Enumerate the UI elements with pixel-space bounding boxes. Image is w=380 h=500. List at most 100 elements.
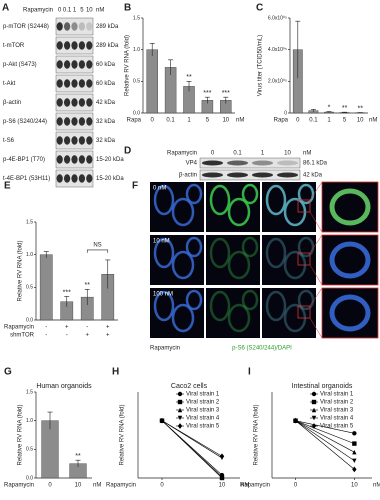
chart-title: Human organoids xyxy=(36,383,92,390)
dose-label: 100 nM xyxy=(153,292,173,298)
blot-band xyxy=(252,172,273,178)
y-tick-label: 0.0 xyxy=(26,475,33,481)
blot-band xyxy=(56,155,63,164)
x-tick-label: 10 xyxy=(219,483,226,489)
x-tick-label: 0 xyxy=(294,483,298,489)
blot-row-label: t-4E-BP1 (53H11) xyxy=(3,176,50,182)
organoid xyxy=(209,290,231,322)
blot-band xyxy=(63,22,71,31)
blot-band xyxy=(56,117,63,126)
legend-label: Viral strain 3 xyxy=(186,408,220,414)
blot-band xyxy=(71,117,78,126)
x-tick-label: 1 xyxy=(327,118,331,124)
y-axis-label: Relative RV RNA (fold) xyxy=(18,241,24,302)
y-tick-label: 0.5 xyxy=(26,447,33,453)
y-tick-label: 2.0x10⁰⁵ xyxy=(268,79,287,85)
organoid xyxy=(185,236,203,258)
blot-band xyxy=(71,98,78,107)
blot-band xyxy=(71,155,78,164)
error-bar xyxy=(310,109,316,112)
organoid xyxy=(153,237,175,269)
legend-label: Viral strain 5 xyxy=(320,424,354,430)
condition-mark: - xyxy=(66,333,68,339)
zoom-organoid xyxy=(329,241,371,279)
panel-letter: E xyxy=(4,181,11,192)
x-axis-label: Rapa xyxy=(274,118,289,124)
marker xyxy=(177,399,183,405)
dose-label: 10 nM xyxy=(153,239,170,245)
chart-title: Intestinal organoids xyxy=(292,383,353,390)
blot-band xyxy=(71,41,78,50)
blot-size-label: 32 kDa xyxy=(96,138,116,144)
micrograph xyxy=(262,288,316,338)
marker xyxy=(177,423,183,429)
x-unit: nM xyxy=(373,483,380,489)
organoid xyxy=(265,237,287,269)
blot-strip xyxy=(199,157,301,169)
error-bar xyxy=(84,288,90,305)
significance: *** xyxy=(222,90,230,97)
chart-title: Caco2 cells xyxy=(171,383,208,390)
blot-band xyxy=(63,117,71,126)
organoid xyxy=(241,236,259,258)
organoid xyxy=(185,289,203,311)
zoom-organoid xyxy=(329,188,371,226)
y-tick-label: 0 xyxy=(284,110,287,116)
legend-label: Viral strain 4 xyxy=(320,416,354,422)
y-tick-label: 6.0x10⁰⁵ xyxy=(268,15,287,21)
condition-label: Rapamycin xyxy=(4,325,34,331)
bracket-label: NS xyxy=(93,242,101,248)
x-tick-label: 0 xyxy=(48,483,52,489)
series-line xyxy=(295,420,355,470)
y-tick-label: 1.0 xyxy=(26,418,33,424)
x-tick-label: 5 xyxy=(343,118,347,124)
x-tick-label: 5 xyxy=(206,118,210,124)
panel-letter: I xyxy=(248,367,251,378)
organoid xyxy=(227,303,251,333)
blot-band xyxy=(86,41,93,50)
blot-band xyxy=(86,60,93,69)
legend-label: Viral strain 2 xyxy=(186,400,220,406)
organoid xyxy=(171,197,195,227)
bracket xyxy=(86,249,109,253)
organoid xyxy=(171,303,195,333)
blot-row-label: p-4E-BP1 (T70) xyxy=(3,157,45,163)
stain-label: p-S6 (S240/244)/DAPI xyxy=(232,346,292,352)
y-tick-label: 1.0 xyxy=(26,252,33,258)
x-tick-label: 0.1 xyxy=(309,118,318,124)
blot-band xyxy=(227,160,248,166)
marker xyxy=(177,415,183,421)
dose-label: 1 xyxy=(261,151,265,157)
blot-band xyxy=(56,60,63,69)
blot-row-label: t-Akt xyxy=(3,81,16,87)
blot-band xyxy=(71,174,78,183)
legend-label: Viral strain 1 xyxy=(186,392,220,398)
blot-band xyxy=(277,160,298,166)
organoid xyxy=(241,289,259,311)
panel-letter: C xyxy=(256,3,263,14)
blot-band xyxy=(63,98,71,107)
significance: *** xyxy=(63,289,71,296)
blot-size-label: 289 kDa xyxy=(96,24,119,30)
marker xyxy=(219,474,225,480)
organoid xyxy=(185,183,203,205)
blot-band xyxy=(86,136,93,145)
significance: ** xyxy=(75,453,81,460)
blot-row-label: p-S6 (S240/244) xyxy=(3,119,47,125)
zoom-organoid xyxy=(329,294,371,332)
condition-mark: - xyxy=(45,325,47,331)
blot-row-label: β-actin xyxy=(179,173,197,179)
significance: ** xyxy=(342,105,348,112)
zoom-lines xyxy=(309,287,323,339)
treatment-label: Rapamycin xyxy=(150,346,180,352)
condition-mark: - xyxy=(86,325,88,331)
blot-row-label: β-actin xyxy=(3,100,21,106)
micrograph xyxy=(206,235,260,285)
y-axis-label: Relative RV RNA (fold) xyxy=(125,35,131,96)
x-tick-label: 10 xyxy=(222,118,229,124)
x-axis-label: Rapa xyxy=(127,118,142,124)
unit-label: nM xyxy=(96,8,104,14)
marker xyxy=(311,407,317,413)
significance: ** xyxy=(357,105,363,112)
